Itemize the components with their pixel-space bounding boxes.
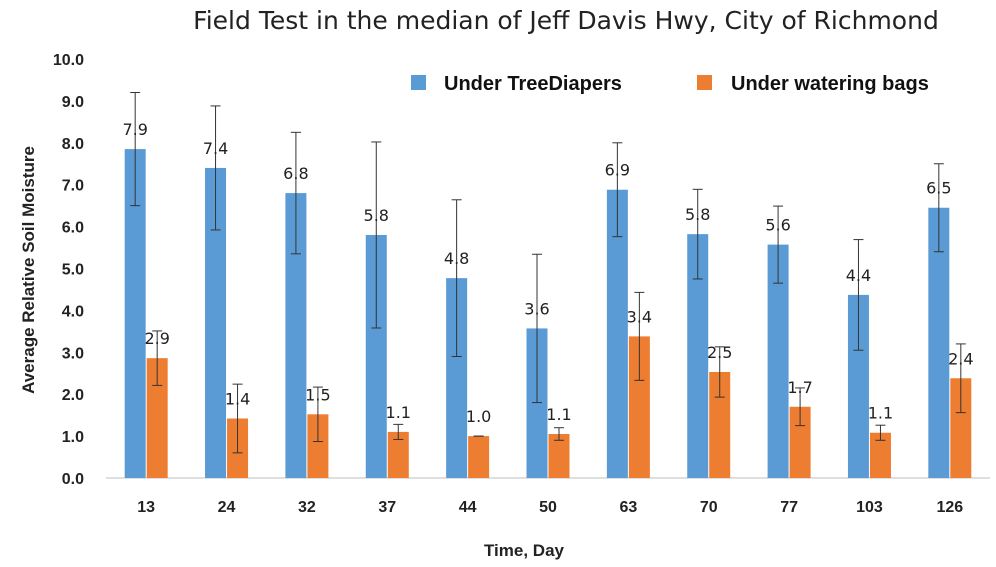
data-label: 5.8 (685, 205, 710, 224)
bar-treediapers (687, 234, 709, 478)
x-tick-label: 13 (137, 499, 155, 516)
bar-treediapers (285, 193, 307, 478)
bar-treediapers (928, 207, 950, 478)
y-tick-label: 0.0 (62, 471, 84, 488)
bar-watering-bags (548, 434, 570, 478)
chart-title: Field Test in the median of Jeff Davis H… (193, 6, 939, 35)
y-tick-label: 3.0 (62, 345, 84, 362)
data-label: 5.6 (765, 216, 790, 235)
y-axis-ticks: 0.0 1.0 2.0 3.0 4.0 5.0 6.0 7.0 8.0 9.0 10.0 (53, 52, 84, 488)
bar-watering-bags (468, 436, 490, 478)
bar-watering-bags (307, 414, 329, 478)
bar-treediapers (606, 189, 628, 478)
legend-swatch-watering-bags (697, 75, 712, 90)
bar-watering-bags (387, 431, 409, 478)
data-label: 3.6 (524, 299, 549, 318)
bar-treediapers (205, 167, 227, 478)
bar-watering-bags (146, 358, 168, 478)
x-tick-label: 77 (780, 499, 798, 516)
x-tick-label: 50 (539, 499, 557, 516)
data-label: 7.9 (122, 120, 147, 139)
data-label: 2.9 (144, 329, 169, 348)
y-tick-label: 2.0 (62, 387, 84, 404)
x-axis-label: Time, Day (484, 541, 565, 560)
legend: Under TreeDiapers Under watering bags (411, 73, 929, 95)
y-tick-label: 4.0 (62, 303, 84, 320)
bar-treediapers (526, 328, 548, 478)
bar-treediapers (446, 278, 468, 478)
y-tick-label: 1.0 (62, 429, 84, 446)
bar-watering-bags (628, 336, 650, 478)
x-tick-label: 70 (700, 499, 718, 516)
data-label: 3.4 (627, 307, 652, 326)
y-tick-label: 6.0 (62, 220, 84, 237)
data-label: 1.1 (868, 404, 893, 423)
data-label: 1.0 (466, 407, 491, 426)
bar-watering-bags (709, 371, 731, 478)
bar-watering-bags (789, 406, 811, 478)
data-label: 6.9 (605, 161, 630, 180)
data-label: 1.4 (225, 390, 250, 409)
data-label: 6.8 (283, 164, 308, 183)
y-tick-label: 7.0 (62, 178, 84, 195)
data-label: 1.1 (546, 405, 571, 424)
data-label: 5.8 (364, 206, 389, 225)
x-tick-label: 44 (459, 499, 477, 516)
legend-label-watering-bags: Under watering bags (731, 73, 929, 95)
legend-label-treediapers: Under TreeDiapers (444, 73, 622, 95)
data-label: 2.4 (948, 349, 973, 368)
y-tick-label: 5.0 (62, 262, 84, 279)
bar-treediapers (767, 244, 789, 478)
y-tick-label: 9.0 (62, 94, 84, 111)
data-label: 7.4 (203, 139, 228, 158)
data-label: 4.8 (444, 249, 469, 268)
y-tick-label: 8.0 (62, 136, 84, 153)
x-tick-label: 63 (619, 499, 637, 516)
y-axis-label: Average Relative Soil Moisture (19, 146, 38, 394)
bars: 7.9 7.4 6.8 5.8 4.8 3.6 6.9 5.8 5.6 4.4 6.5 2.9 1.4 1… (122, 92, 974, 478)
bar-treediapers (124, 149, 146, 478)
bar-watering-bags (950, 378, 972, 478)
bar-treediapers (365, 234, 387, 478)
x-axis-ticks: 13 24 32 37 44 50 63 70 77 103 126 (137, 499, 963, 516)
data-label: 1.1 (386, 403, 411, 422)
data-label: 4.4 (846, 266, 871, 285)
bar-treediapers (847, 294, 869, 478)
x-tick-label: 37 (378, 499, 396, 516)
data-label: 2.5 (707, 343, 732, 362)
data-label: 6.5 (926, 179, 951, 198)
data-label: 1.5 (305, 385, 330, 404)
x-tick-label: 32 (298, 499, 316, 516)
legend-swatch-treediapers (411, 75, 426, 90)
x-tick-label: 24 (218, 499, 236, 516)
x-tick-label: 126 (936, 499, 963, 516)
y-tick-label: 10.0 (53, 52, 84, 69)
data-label: 1.7 (787, 378, 812, 397)
x-tick-label: 103 (856, 499, 883, 516)
bar-watering-bags (869, 432, 891, 478)
